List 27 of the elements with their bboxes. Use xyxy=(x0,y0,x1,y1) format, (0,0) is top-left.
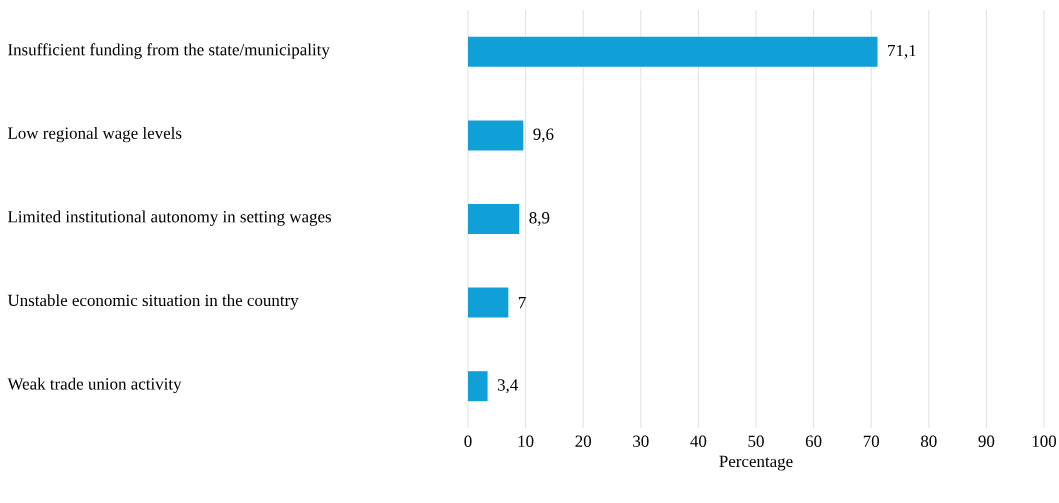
data-label: 8,9 xyxy=(529,212,550,226)
y-tick-label: Weak trade union activity xyxy=(7,377,182,394)
x-tick-label: 70 xyxy=(863,435,880,447)
bar xyxy=(468,120,524,151)
data-label: 3,4 xyxy=(497,379,519,394)
x-axis-title: Percentage xyxy=(719,455,793,471)
data-label: 7 xyxy=(518,297,526,309)
x-tick-label: 50 xyxy=(748,435,764,447)
x-tick-label: 80 xyxy=(920,435,937,447)
x-tick-label: 100 xyxy=(1032,435,1057,447)
y-tick-label: Limited institutional autonomy in setting wages xyxy=(7,210,332,226)
x-tick-label: 10 xyxy=(518,435,534,447)
data-label: 9,6 xyxy=(533,128,554,143)
y-tick-label: Low regional wage levels xyxy=(7,126,182,143)
x-tick-label: 60 xyxy=(805,435,822,447)
x-tick-label: 0 xyxy=(464,435,472,447)
y-tick-label: Unstable economic situation in the country xyxy=(7,294,299,310)
bar xyxy=(468,204,520,234)
x-tick-label: 20 xyxy=(575,435,592,447)
bar xyxy=(468,371,488,402)
x-tick-label: 30 xyxy=(633,435,649,447)
x-tick-label: 40 xyxy=(690,435,707,447)
data-label: 71,1 xyxy=(888,44,916,59)
y-tick-label: Insufficient funding from the state/municipality xyxy=(8,43,330,59)
bar xyxy=(468,36,878,67)
bar xyxy=(468,287,509,318)
x-tick-label: 90 xyxy=(978,435,995,447)
